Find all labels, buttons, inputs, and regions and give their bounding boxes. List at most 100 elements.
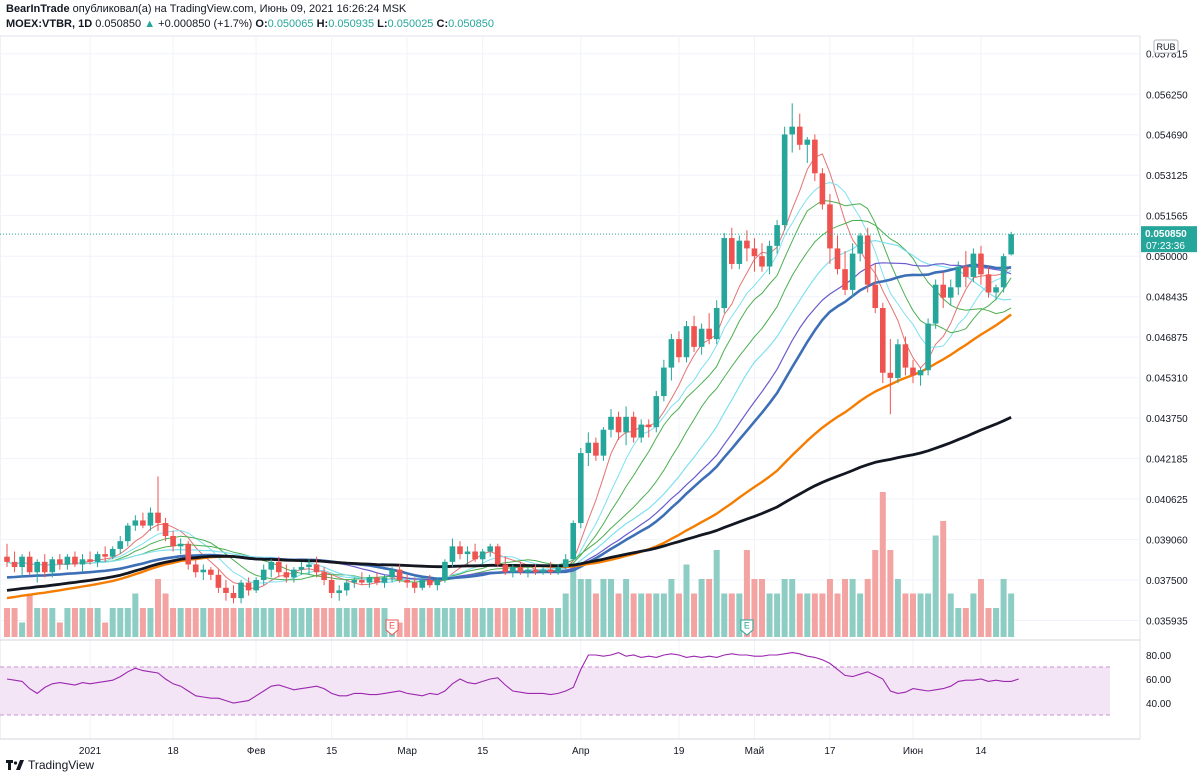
candle[interactable] — [547, 561, 554, 575]
candle[interactable] — [963, 251, 969, 288]
candle[interactable] — [864, 227, 871, 293]
candle[interactable] — [562, 554, 569, 570]
candle[interactable] — [804, 137, 811, 163]
candle[interactable] — [404, 574, 410, 588]
candle[interactable] — [79, 554, 86, 573]
candle[interactable] — [706, 313, 712, 345]
candle[interactable] — [276, 556, 282, 578]
candle[interactable] — [555, 564, 561, 575]
candle[interactable] — [162, 517, 169, 542]
candle[interactable] — [336, 585, 342, 601]
candle[interactable] — [26, 551, 33, 575]
candle[interactable] — [502, 556, 509, 575]
candle[interactable] — [283, 564, 290, 583]
candle[interactable] — [683, 320, 690, 363]
candle[interactable] — [857, 232, 863, 262]
candle[interactable] — [306, 559, 312, 575]
candle[interactable] — [993, 284, 999, 301]
candle[interactable] — [298, 561, 305, 575]
candle[interactable] — [253, 577, 259, 593]
candle[interactable] — [842, 251, 848, 296]
candle[interactable] — [661, 359, 667, 402]
candle[interactable] — [442, 559, 448, 583]
candle[interactable] — [245, 577, 252, 596]
candle[interactable] — [102, 546, 108, 562]
candle[interactable] — [411, 577, 418, 593]
candle[interactable] — [11, 551, 18, 573]
candle[interactable] — [427, 574, 433, 588]
candle[interactable] — [970, 248, 977, 283]
candle[interactable] — [140, 512, 146, 529]
candle[interactable] — [593, 437, 599, 461]
candle[interactable] — [713, 300, 720, 345]
candle[interactable] — [434, 577, 441, 591]
candle[interactable] — [117, 535, 124, 555]
candle[interactable] — [49, 556, 56, 578]
candle[interactable] — [510, 564, 516, 578]
candle[interactable] — [449, 538, 456, 568]
candle[interactable] — [177, 538, 184, 555]
candle[interactable] — [698, 323, 705, 355]
candle[interactable] — [1000, 253, 1007, 293]
candle[interactable] — [389, 567, 395, 583]
candle[interactable] — [978, 245, 984, 285]
candle[interactable] — [525, 567, 531, 578]
candle[interactable] — [313, 556, 320, 578]
candle[interactable] — [600, 427, 607, 461]
candle[interactable] — [381, 574, 388, 588]
candle[interactable] — [578, 447, 584, 529]
candle[interactable] — [4, 543, 10, 568]
footer-brand[interactable]: TradingView — [6, 758, 94, 772]
candle[interactable] — [880, 302, 886, 384]
candle[interactable] — [64, 554, 71, 570]
candle[interactable] — [827, 194, 833, 264]
candle[interactable] — [940, 271, 946, 309]
candle[interactable] — [834, 235, 841, 275]
candle[interactable] — [57, 554, 63, 570]
candle[interactable] — [691, 315, 697, 353]
candle[interactable] — [192, 559, 199, 578]
candle[interactable] — [223, 580, 229, 601]
candle[interactable] — [955, 261, 962, 296]
candle[interactable] — [721, 232, 728, 314]
candle[interactable] — [1008, 231, 1014, 256]
candle[interactable] — [268, 559, 275, 578]
author-name[interactable]: BearInTrade — [6, 3, 70, 15]
candle[interactable] — [170, 530, 176, 552]
candle[interactable] — [200, 564, 207, 581]
candle[interactable] — [291, 567, 297, 583]
candle[interactable] — [902, 336, 909, 376]
candle[interactable] — [19, 554, 25, 578]
candle[interactable] — [532, 564, 539, 575]
candle[interactable] — [230, 585, 237, 604]
candle[interactable] — [87, 551, 93, 565]
candle[interactable] — [796, 113, 803, 150]
candle[interactable] — [985, 266, 992, 298]
candle[interactable] — [396, 564, 403, 583]
candle[interactable] — [185, 541, 191, 570]
candle[interactable] — [41, 554, 48, 578]
candle[interactable] — [351, 577, 358, 588]
candle[interactable] — [359, 572, 365, 586]
candle[interactable] — [766, 240, 773, 275]
candle[interactable] — [72, 551, 78, 568]
candle[interactable] — [155, 476, 161, 531]
candle[interactable] — [132, 515, 139, 531]
candle[interactable] — [759, 243, 765, 272]
candle[interactable] — [494, 543, 501, 568]
candle[interactable] — [109, 546, 116, 560]
candle[interactable] — [343, 580, 350, 596]
candle[interactable] — [895, 339, 901, 384]
candle[interactable] — [947, 279, 954, 306]
candle[interactable] — [517, 561, 524, 575]
candle[interactable] — [849, 243, 856, 298]
candle[interactable] — [570, 520, 577, 560]
candle[interactable] — [419, 577, 426, 591]
earnings-marker[interactable]: E — [740, 619, 754, 636]
candle[interactable] — [887, 339, 894, 415]
candle[interactable] — [608, 409, 614, 438]
candle[interactable] — [917, 367, 924, 386]
candle[interactable] — [457, 541, 463, 560]
